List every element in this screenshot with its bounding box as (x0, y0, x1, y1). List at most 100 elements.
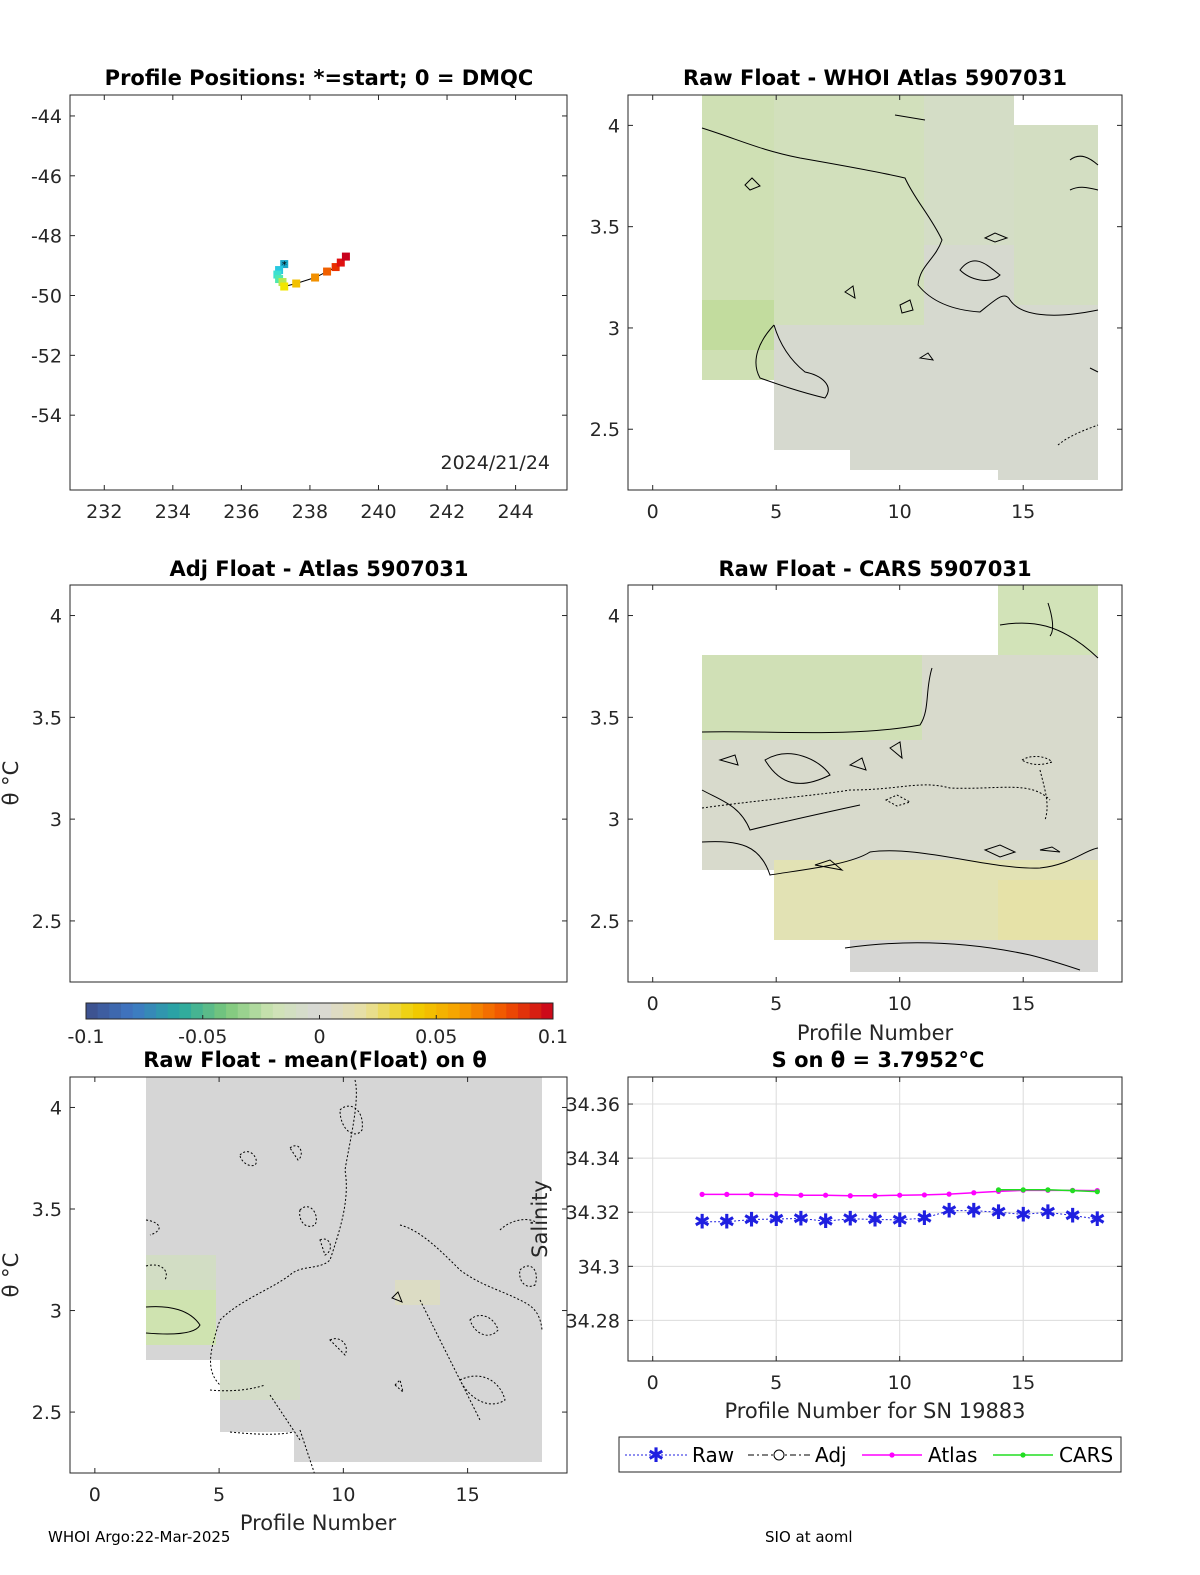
colorbar-cell (191, 1003, 204, 1019)
positions-ticks: 232 234 236 238 240 242 244 -44 -46 -48 -50 -52 -54 (31, 95, 567, 523)
y-tick-label: -54 (31, 405, 62, 427)
y-tick-label: 4 (50, 1097, 62, 1119)
colorbar-cell (296, 1003, 309, 1019)
y-tick-label: 2.5 (32, 1402, 62, 1424)
colorbar-cell (377, 1003, 391, 1019)
mean-panel: Raw Float - mean(Float) on θ 0 5 10 15 2.5 3 3… (0, 1048, 568, 1535)
y-tick-label: 3 (608, 318, 620, 340)
mean-field-cell (146, 1255, 216, 1290)
colorbar-cell (354, 1003, 367, 1019)
profile-position-marker (273, 270, 282, 279)
cars-contour (701, 602, 1099, 734)
mean-ylabel: θ °C (0, 1253, 23, 1298)
raw-point: ✱ (965, 1199, 982, 1223)
y-tick-label: 4 (50, 606, 62, 628)
atlas-point (798, 1192, 804, 1198)
x-tick-label: 238 (292, 501, 328, 523)
footer-left: WHOI Argo:22-Mar-2025 (48, 1528, 230, 1546)
adj-panel: Adj Float - Atlas 5907031 2.5 3 3.5 4 θ °C (0, 557, 568, 983)
colorbar-cell (202, 1003, 215, 1019)
salinity-ylabel: Salinity (528, 1180, 552, 1258)
whoi-field-cell (774, 95, 924, 325)
legend-atlas-label: Atlas (928, 1443, 977, 1467)
mean-axes (69, 1076, 568, 1474)
raw-point: ✱ (768, 1207, 785, 1231)
colorbar-cell (436, 1003, 449, 1019)
raw-point: ✱ (694, 1210, 711, 1234)
colorbar-cell (342, 1003, 356, 1019)
salinity-xlabel: Profile Number for SN 19883 (724, 1399, 1025, 1423)
mean-xlabel: Profile Number (240, 1511, 397, 1535)
profile-position-marker (323, 267, 332, 276)
atlas-point (773, 1192, 779, 1198)
colorbar-cell (144, 1003, 157, 1019)
mean-ticks: 0 5 10 15 2.5 3 3.5 4 (32, 1077, 567, 1506)
cars-axes (627, 584, 1123, 983)
adj-title: Adj Float - Atlas 5907031 (169, 557, 468, 581)
y-tick-label: 34.34 (566, 1148, 620, 1170)
y-tick-label: 3 (50, 1301, 62, 1323)
x-tick-label: 234 (155, 501, 191, 523)
atlas-point (724, 1191, 730, 1197)
positions-track: * (273, 252, 350, 291)
positions-date-annotation: 2024/21/24 (440, 452, 550, 474)
y-tick-label: -46 (31, 166, 62, 188)
raw-point: ✱ (842, 1207, 859, 1231)
profile-position-marker (292, 279, 301, 288)
colorbar-tick-label: 0.05 (415, 1026, 457, 1048)
colorbar-cell (506, 1003, 519, 1019)
colorbar-cell (366, 1003, 379, 1019)
adj-axes (69, 584, 568, 983)
x-tick-label: 15 (1011, 501, 1035, 523)
profile-position-marker (275, 266, 284, 275)
profile-position-marker (336, 258, 345, 267)
x-tick-label: 236 (223, 501, 259, 523)
x-tick-label: 5 (770, 501, 782, 523)
cars-ticks: 0 5 10 15 2.5 3 3.5 4 (590, 585, 1122, 1015)
y-tick-label: 2.5 (590, 911, 620, 933)
colorbar-cell (156, 1003, 169, 1019)
raw-point: ✱ (891, 1208, 908, 1232)
raw-point: ✱ (916, 1206, 933, 1230)
raw-point: ✱ (990, 1200, 1007, 1224)
y-tick-label: 3.5 (590, 707, 620, 729)
colorbar-cell (214, 1003, 227, 1019)
y-tick-label: 4 (608, 606, 620, 628)
colorbar-cell (459, 1003, 472, 1019)
colorbar-cell (471, 1003, 484, 1019)
y-tick-label: 3 (50, 809, 62, 831)
salinity-ticks: 0 5 10 15 34.28 34.3 34.32 34.34 34.36 (566, 1077, 1122, 1394)
y-tick-label: 3.5 (590, 217, 620, 239)
legend-atlas-marker (889, 1452, 895, 1458)
profile-position-marker (331, 263, 340, 272)
colorbar-cell (284, 1003, 297, 1019)
colorbar-cell (226, 1003, 239, 1019)
colorbar-cell (109, 1003, 122, 1019)
y-tick-label: -44 (31, 106, 62, 128)
whoi-field-cell (924, 95, 1014, 245)
adj-ylabel: θ °C (0, 761, 23, 806)
cars-point (995, 1187, 1002, 1193)
y-tick-label: 34.36 (566, 1094, 620, 1116)
legend-cars-marker (1020, 1452, 1026, 1458)
y-tick-label: 2.5 (590, 419, 620, 441)
atlas-point (872, 1193, 878, 1199)
colorbar-tick-label: -0.05 (178, 1026, 227, 1048)
profile-position-marker (280, 282, 289, 291)
y-tick-label: 3 (608, 809, 620, 831)
positions-panel: Profile Positions: *=start; 0 = DMQC 232… (31, 66, 568, 523)
raw-point: ✱ (817, 1209, 834, 1233)
y-tick-label: 3.5 (32, 707, 62, 729)
raw-point: ✱ (793, 1206, 810, 1230)
whoi-contour (701, 127, 1099, 316)
mean-contour (145, 1306, 201, 1335)
colorbar-gradient (86, 1003, 554, 1019)
colorbar-cell (237, 1003, 250, 1019)
cars-point (1020, 1187, 1026, 1193)
colorbar-cell (447, 1003, 461, 1019)
cars-title: Raw Float - CARS 5907031 (718, 557, 1031, 581)
colorbar: -0.1 -0.05 0 0.05 0.1 (67, 1002, 568, 1048)
y-tick-label: 2.5 (32, 911, 62, 933)
raw-point: ✱ (1064, 1203, 1081, 1227)
